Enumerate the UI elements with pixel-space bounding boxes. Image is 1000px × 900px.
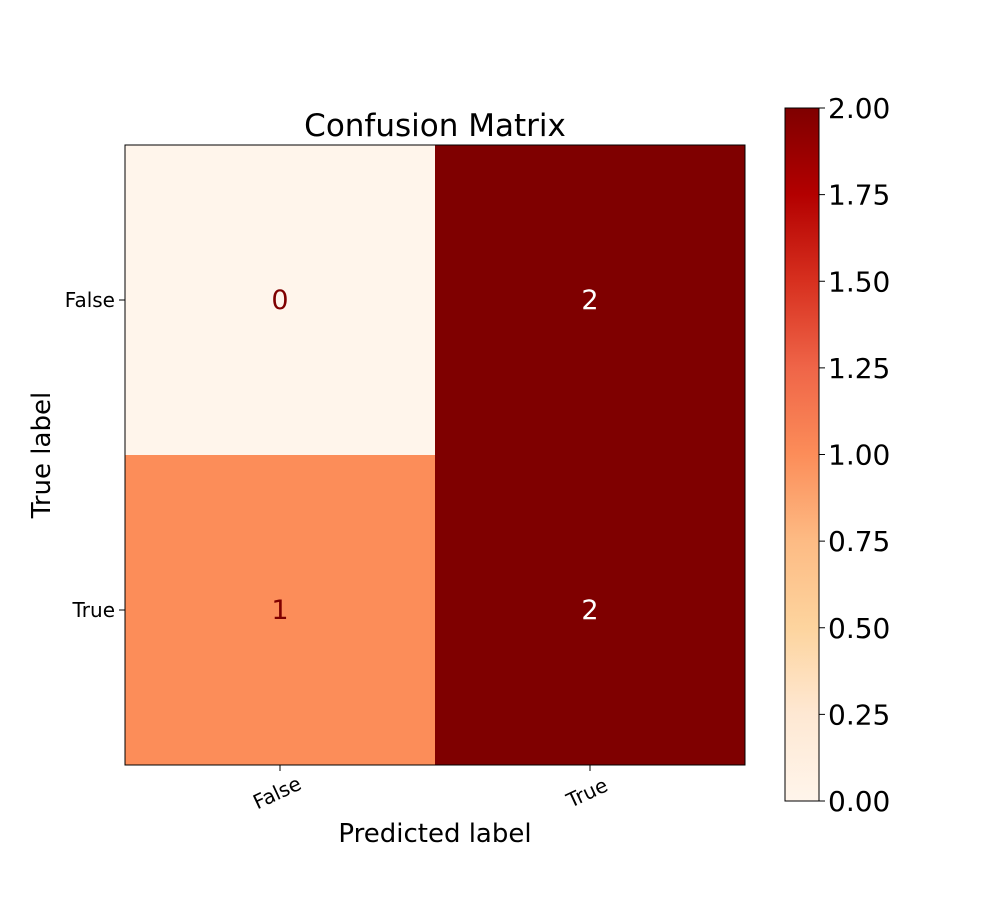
x-axis-ticks: False True [249, 765, 611, 814]
heatmap-cells: 0 2 1 2 [125, 145, 745, 765]
heatmap-cell [435, 145, 745, 455]
y-tick-label: False [65, 288, 115, 312]
colorbar-tick-label: 0.25 [828, 698, 890, 731]
y-tick-label: True [72, 598, 115, 622]
x-tick-label: False [249, 771, 305, 814]
colorbar-tick-label: 0.00 [828, 785, 890, 818]
heatmap-cell [435, 455, 745, 765]
cell-value-label: 2 [581, 595, 598, 626]
colorbar-tick-label: 1.75 [828, 179, 890, 212]
x-axis-label: Predicted label [338, 819, 531, 849]
plot-frame [124, 144, 746, 766]
x-tick-label: True [562, 773, 612, 813]
heatmap-cell [125, 145, 435, 455]
cell-value-label: 1 [271, 595, 288, 626]
colorbar-tick-label: 0.50 [828, 612, 890, 645]
colorbar-tick-label: 1.50 [828, 265, 890, 298]
cell-value-label: 0 [271, 285, 288, 316]
cell-value-label: 2 [581, 285, 598, 316]
chart-title: Confusion Matrix [304, 108, 566, 144]
colorbar-tick-label: 1.00 [828, 439, 890, 472]
colorbar-tick-label: 1.25 [828, 352, 890, 385]
y-axis-label: True label [27, 392, 57, 519]
colorbar-ticks: 0.00 0.25 0.50 0.75 1.00 1.25 1.50 1.75 2.00 [819, 92, 890, 818]
colorbar-tick-label: 2.00 [828, 92, 890, 125]
colorbar [784, 107, 820, 802]
heatmap-cell [125, 455, 435, 765]
y-axis-ticks: False True [65, 288, 125, 622]
colorbar-tick-label: 0.75 [828, 525, 890, 558]
